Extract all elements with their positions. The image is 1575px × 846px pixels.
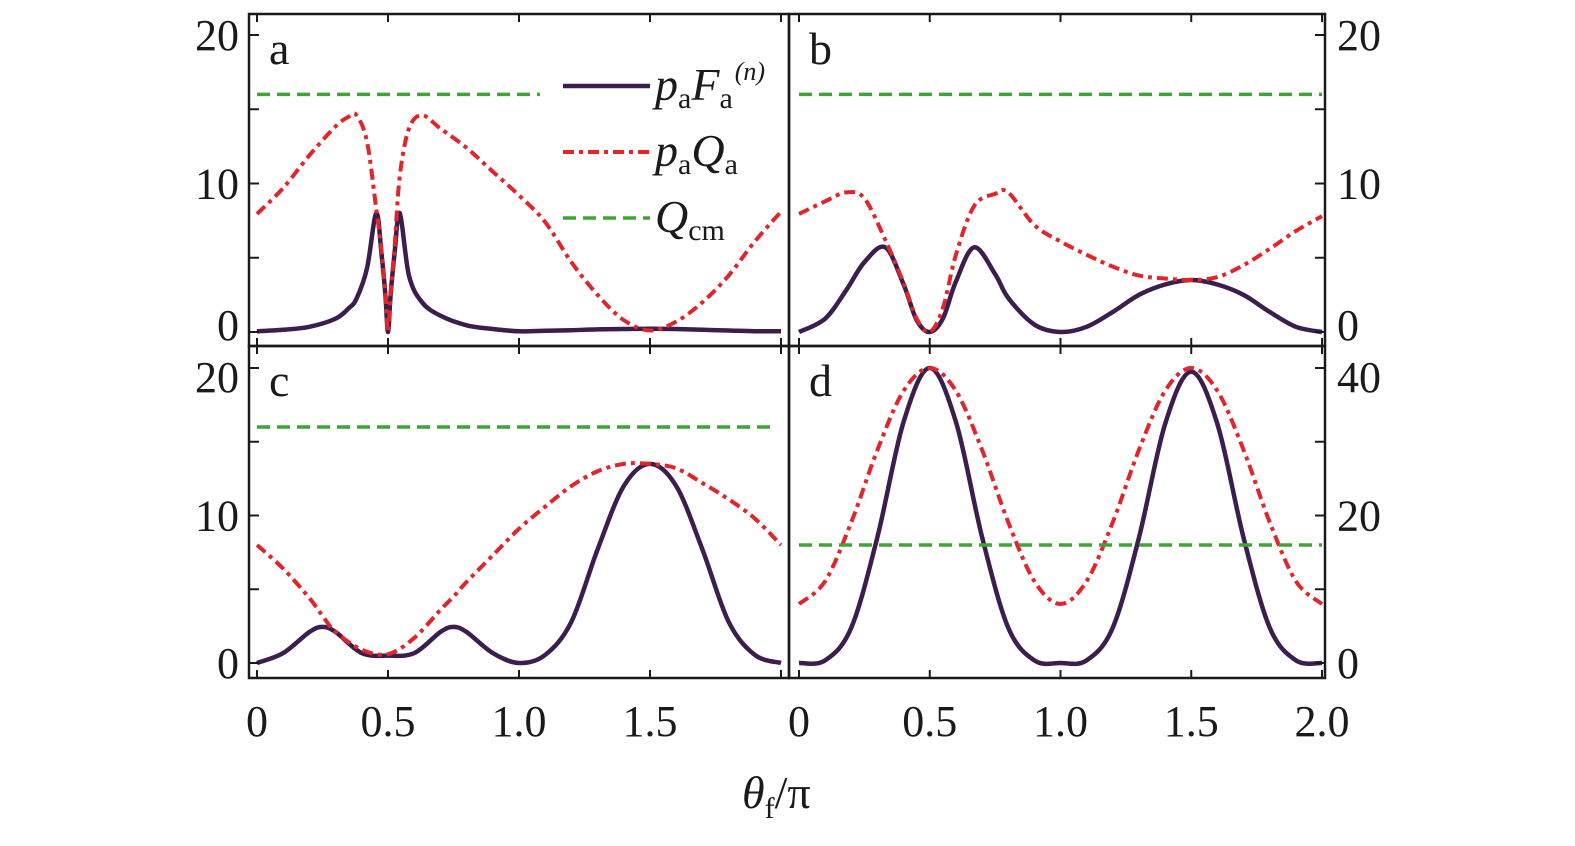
series-Q-line [255, 461, 783, 657]
legend-main1: p [652, 59, 678, 110]
panel-label: c [269, 355, 289, 406]
series-F-line [797, 244, 1323, 335]
y-tick-label: 20 [195, 11, 239, 60]
panel-label: b [809, 23, 832, 74]
x-tick-label: 0 [788, 697, 810, 746]
y-tick-label: 10 [1337, 160, 1381, 209]
panel-label: a [269, 23, 289, 74]
legend-sub1: a [678, 82, 691, 115]
y-tick-label: 0 [1337, 639, 1359, 688]
legend-item-Qcm: Qcm [563, 191, 725, 247]
panel-b: 0 10 20 b [787, 11, 1381, 350]
x-tick-label: 1.0 [1033, 697, 1088, 746]
legend-label: paQa [652, 125, 738, 181]
legend-main1: p [652, 125, 678, 176]
panel-label: d [809, 355, 832, 406]
legend-main2: Q [691, 125, 724, 176]
y-tick-label: 10 [195, 160, 239, 209]
legend-label: Qcm [655, 191, 725, 247]
x-tick-label: 1.0 [492, 697, 547, 746]
y-tick-label: 0 [217, 301, 239, 350]
x-tick-label: 1.5 [623, 697, 678, 746]
x-axis-title-main: θ [742, 767, 765, 818]
x-tick-label: 0 [246, 697, 268, 746]
legend-main2: F [690, 59, 720, 110]
series-Q-line [255, 111, 783, 335]
panel-d: 0 0.5 1.0 1.5 2.0 0 20 40 d [787, 344, 1381, 746]
y-tick-label: 0 [1337, 301, 1359, 350]
series-Q-line [798, 188, 1323, 335]
series-F-line [798, 365, 1323, 667]
x-tick-label: 0.5 [361, 697, 416, 746]
legend-sup2: (n) [735, 57, 765, 86]
x-tick-label: 1.5 [1164, 697, 1219, 746]
series-Q-line [797, 365, 1324, 607]
y-tick-label: 0 [217, 639, 239, 688]
x-axis-title-sub: f [765, 792, 775, 825]
legend-label: paFa(n) [652, 57, 765, 115]
panel-c: 0 0.5 1.0 1.5 0 10 20 c [195, 344, 791, 746]
legend-sub1: cm [688, 214, 725, 247]
x-axis-title: θf/π [742, 767, 811, 825]
x-axis-title-rest: /π [775, 767, 811, 818]
plot-frame [787, 344, 1327, 680]
x-tick-label: 2.0 [1295, 697, 1350, 746]
y-tick-label: 20 [195, 353, 239, 402]
legend-sub2: a [719, 82, 732, 115]
y-tick-label: 10 [195, 492, 239, 541]
y-tick-label: 20 [1337, 11, 1381, 60]
y-tick-label: 20 [1337, 492, 1381, 541]
legend-sub1: a [678, 148, 691, 181]
legend-main1: Q [655, 191, 688, 242]
legend-sub2: a [725, 148, 738, 181]
y-tick-label: 40 [1337, 353, 1381, 402]
legend-item-Q: paQa [563, 125, 738, 181]
series-F-line [256, 461, 782, 666]
x-tick-label: 0.5 [902, 697, 957, 746]
legend-item-F: paFa(n) [563, 57, 765, 115]
